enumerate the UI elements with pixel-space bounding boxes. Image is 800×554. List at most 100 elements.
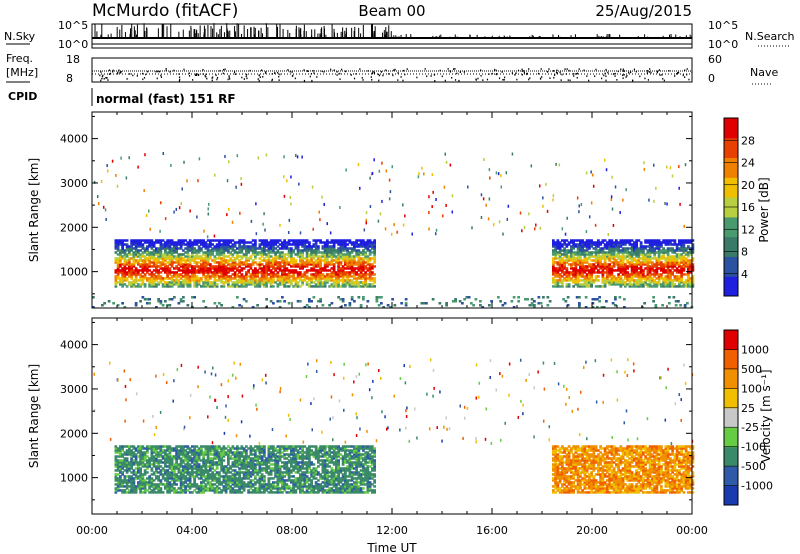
echo-cell xyxy=(657,267,661,270)
echo-cell xyxy=(150,255,154,258)
echo-cell xyxy=(377,296,381,299)
echo-cell xyxy=(312,243,316,246)
echo-cell xyxy=(359,267,363,270)
echo-cell xyxy=(269,251,273,254)
echo-cell xyxy=(630,273,634,276)
echo-cell xyxy=(206,253,210,256)
echo-cell xyxy=(240,247,244,250)
echo-cell xyxy=(669,269,672,272)
echo-cell xyxy=(157,251,160,254)
echo-cell xyxy=(601,277,605,280)
echo-cell xyxy=(621,283,625,286)
echo-cell xyxy=(159,479,163,482)
echo-cell xyxy=(269,247,273,250)
freq-mark xyxy=(344,70,347,73)
echo-cell xyxy=(198,157,201,161)
freq-mark xyxy=(553,76,555,79)
echo-cell xyxy=(576,263,580,266)
echo-cell xyxy=(157,265,160,268)
echo-cell xyxy=(168,304,172,307)
echo-cell xyxy=(128,156,130,160)
echo-cell xyxy=(229,239,232,242)
freq-mark xyxy=(491,72,493,75)
echo-cell xyxy=(143,251,147,254)
echo-cell xyxy=(240,279,244,282)
echo-cell xyxy=(179,243,183,246)
echo-cell xyxy=(353,275,356,278)
echo-cell xyxy=(373,273,376,276)
echo-cell xyxy=(614,304,617,307)
echo-cell xyxy=(673,263,677,266)
echo-cell xyxy=(245,255,248,258)
echo-cell xyxy=(249,263,253,266)
echo-cell xyxy=(143,263,147,266)
freq-mark xyxy=(147,70,149,73)
echo-cell xyxy=(330,255,334,258)
echo-cell xyxy=(257,156,259,160)
echo-cell xyxy=(350,263,354,266)
echo-cell xyxy=(554,279,557,282)
echo-cell xyxy=(152,485,156,488)
freq-mark xyxy=(686,68,688,70)
echo-cell xyxy=(603,253,607,256)
freq-mark xyxy=(622,77,624,80)
echo-cell xyxy=(155,447,158,450)
echo-cell xyxy=(166,245,169,248)
echo-cell xyxy=(263,275,266,278)
echo-cell xyxy=(350,257,354,260)
echo-cell xyxy=(159,277,163,280)
echo-cell xyxy=(330,249,334,252)
echo-cell xyxy=(366,283,370,286)
echo-cell xyxy=(155,241,158,244)
echo-cell xyxy=(290,243,293,246)
echo-cell xyxy=(344,241,347,244)
echo-cell xyxy=(603,279,607,282)
echo-cell xyxy=(558,273,562,276)
echo-cell xyxy=(648,279,652,282)
echo-cell xyxy=(648,271,652,274)
echo-cell xyxy=(359,281,363,284)
echo-cell xyxy=(238,243,241,246)
echo-cell xyxy=(195,255,199,258)
echo-cell xyxy=(445,302,448,305)
echo-cell xyxy=(572,263,575,266)
echo-cell xyxy=(612,261,616,264)
echo-cell xyxy=(276,263,280,266)
freq-mark xyxy=(567,79,569,81)
echo-cell xyxy=(305,251,309,254)
echo-cell xyxy=(608,257,611,260)
echo-cell xyxy=(206,273,210,276)
echo-cell xyxy=(558,255,562,258)
echo-cell xyxy=(258,285,262,288)
echo-cell xyxy=(240,277,244,280)
echo-cell xyxy=(152,265,156,268)
echo-cell xyxy=(691,281,695,284)
echo-cell xyxy=(344,245,347,248)
echo-cell xyxy=(621,281,625,284)
echo-cell xyxy=(238,241,241,244)
echo-cell xyxy=(125,453,129,456)
echo-cell xyxy=(503,302,507,305)
echo-cell xyxy=(554,251,557,254)
echo-cell xyxy=(173,463,176,466)
echo-cell xyxy=(148,241,151,244)
echo-cell xyxy=(164,259,167,262)
echo-cell xyxy=(662,251,665,254)
echo-cell xyxy=(157,255,160,258)
echo-cell xyxy=(335,239,338,242)
echo-cell xyxy=(114,257,118,260)
echo-cell xyxy=(606,275,609,278)
echo-cell xyxy=(159,459,163,462)
echo-cell xyxy=(285,259,289,262)
echo-cell xyxy=(202,267,205,270)
echo-cell xyxy=(287,230,290,234)
echo-cell xyxy=(574,273,578,276)
echo-cell xyxy=(359,186,361,190)
echo-cell xyxy=(680,241,683,244)
echo-cell xyxy=(337,247,340,250)
echo-cell xyxy=(116,447,120,450)
echo-cell xyxy=(227,255,230,258)
echo-cell xyxy=(155,277,158,280)
echo-cell xyxy=(581,239,584,242)
echo-cell xyxy=(648,269,652,272)
